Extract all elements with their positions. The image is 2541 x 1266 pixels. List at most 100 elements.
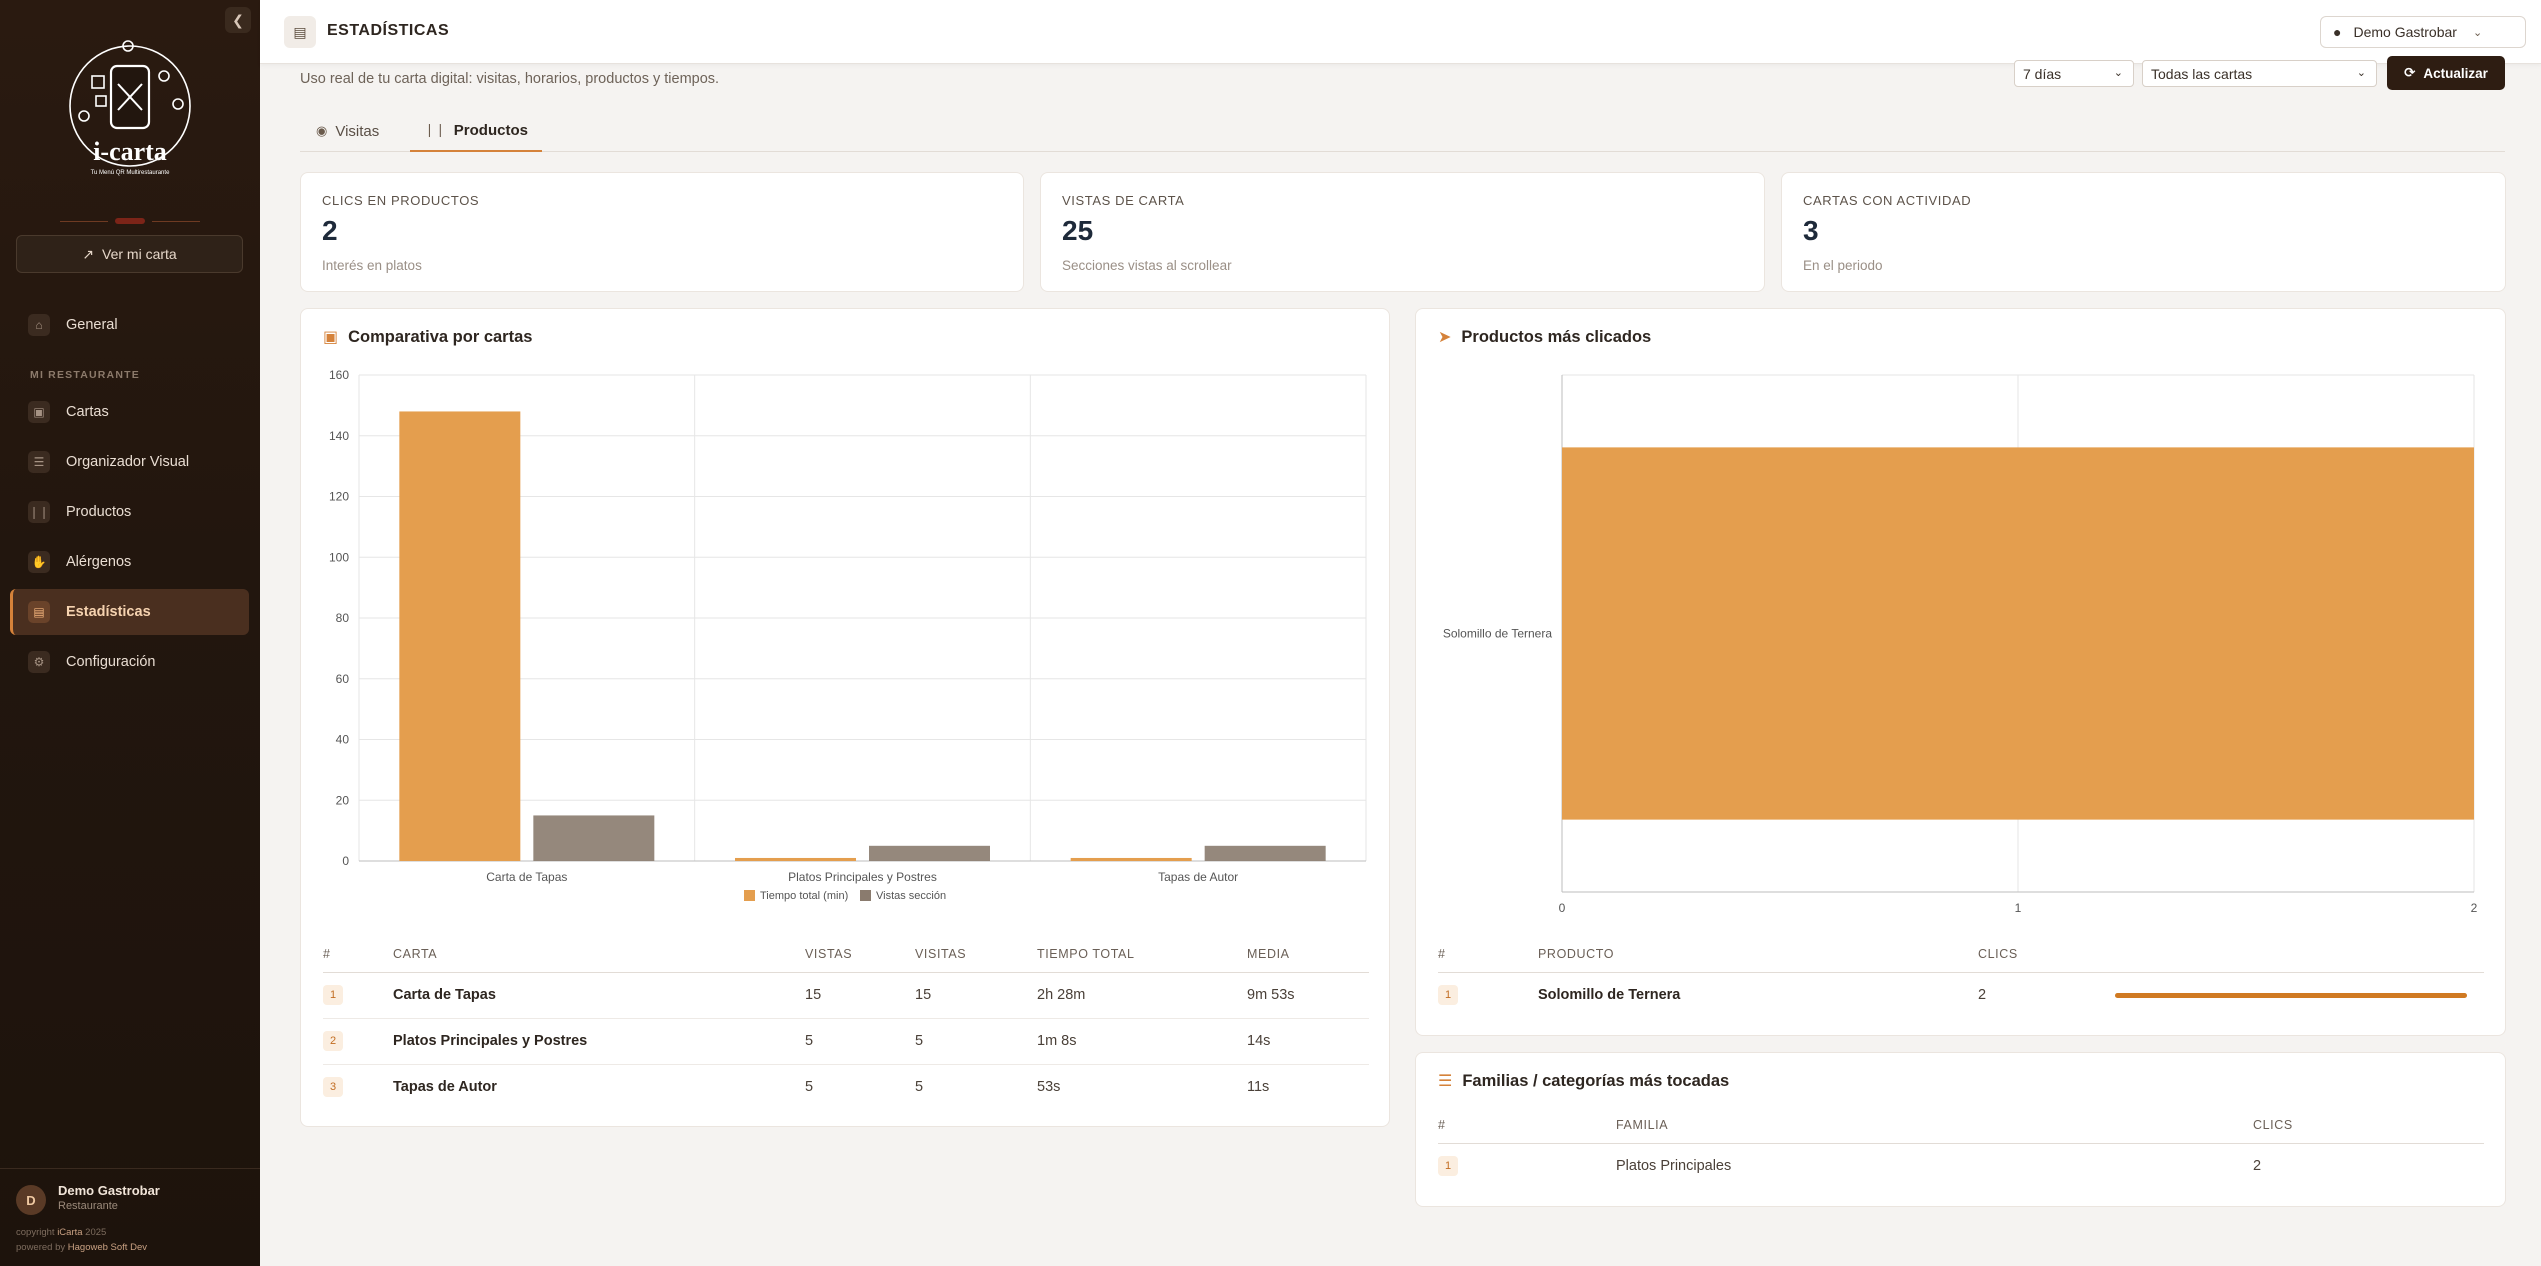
rank-badge: 1 (323, 985, 343, 1005)
y-tick-label: 100 (329, 550, 349, 564)
refresh-icon: ⟳ (2404, 65, 2416, 80)
sidebar-item-label: Configuración (66, 654, 156, 670)
comparativa-table: # CARTA VISTAS VISITAS TIEMPO TOTAL MEDI… (323, 936, 1369, 1110)
column-header: PRODUCTO (1538, 936, 1978, 973)
visitas-cell: 5 (915, 1018, 1037, 1065)
sidebar-item-configuracion[interactable]: ⚙ Configuración (10, 639, 249, 685)
column-header: FAMILIA (1616, 1107, 2253, 1144)
tab-label: Productos (453, 121, 528, 139)
clics-cell: 2 (2253, 1158, 2262, 1175)
user-menu-dropdown[interactable]: ● Demo Gastrobar ⌄ (2320, 16, 2526, 48)
y-tick-label: 40 (336, 733, 350, 747)
view-menu-button[interactable]: ↗ Ver mi carta (16, 235, 243, 273)
page-subtitle: Uso real de tu carta digital: visitas, h… (300, 71, 720, 87)
layers-icon: ☰ (1438, 1073, 1453, 1090)
svg-text:i-carta: i-carta (93, 137, 167, 166)
bar-vistas (533, 815, 655, 861)
media-cell: 9m 53s (1247, 972, 1369, 1019)
bar-tiempo (1070, 857, 1192, 861)
tab-label: Visitas (335, 122, 380, 140)
logo-divider (60, 218, 200, 224)
carta-select[interactable]: Todas las cartas ⌄ (2142, 60, 2377, 87)
column-header: CLICS (1978, 936, 2115, 973)
progress-track (2115, 992, 2467, 998)
utensils-icon: ❘❘ (28, 501, 50, 523)
x-tick-label: Tapas de Autor (1158, 870, 1238, 884)
column-header: # (1438, 936, 1538, 973)
bar-tiempo (399, 411, 521, 861)
bar-producto (1562, 447, 2474, 820)
collapse-sidebar-button[interactable]: ❮ (225, 7, 251, 33)
column-header: CARTA (393, 936, 805, 973)
vistas-cell: 15 (805, 972, 915, 1019)
stat-card-vistas: VISTAS DE CARTA 25 Secciones vistas al s… (1040, 172, 1765, 292)
sidebar-item-organizador-visual[interactable]: ☰ Organizador Visual (10, 439, 249, 485)
book-open-icon: ▣ (323, 329, 339, 346)
bar-vistas (1204, 845, 1326, 861)
stat-card-cartas: CARTAS CON ACTIVIDAD 3 En el periodo (1781, 172, 2506, 292)
media-cell: 11s (1247, 1079, 1270, 1096)
powered-by-link[interactable]: Hagoweb Soft Dev (67, 1242, 147, 1253)
user-name: Demo Gastrobar (58, 1183, 160, 1198)
table-header-row: # CARTA VISTAS VISITAS TIEMPO TOTAL MEDI… (323, 936, 1369, 973)
refresh-label: Actualizar (2423, 65, 2488, 81)
user-role: Restaurante (58, 1200, 118, 1212)
tab-productos[interactable]: ❘❘ Productos (410, 110, 542, 152)
rank-badge: 1 (1438, 985, 1458, 1006)
stat-card-clics: CLICS EN PRODUCTOS 2 Interés en platos (300, 172, 1024, 292)
familias-table: # FAMILIA CLICS 1 Platos Principales 2 (1438, 1107, 2484, 1189)
y-tick-label: 60 (336, 672, 350, 686)
chevron-left-icon: ❮ (232, 11, 244, 28)
column-header: VISITAS (915, 936, 1037, 973)
tab-visitas[interactable]: ◉ Visitas (302, 110, 393, 152)
x-tick-label: 2 (2471, 901, 2478, 915)
stat-label: CLICS EN PRODUCTOS (322, 193, 480, 208)
x-tick-label: Carta de Tapas (486, 870, 567, 884)
stat-hint: Interés en platos (322, 258, 422, 273)
sidebar-item-alergenos[interactable]: ✋ Alérgenos (10, 539, 249, 585)
column-header: MEDIA (1247, 936, 1369, 973)
home-icon: ⌂ (28, 314, 50, 336)
rank-badge: 2 (323, 1031, 343, 1051)
vistas-cell: 5 (805, 1018, 915, 1065)
y-tick-label: 140 (329, 429, 349, 443)
sidebar-item-general[interactable]: ⌂ General (10, 302, 249, 348)
sidebar-footer: D Demo Gastrobar Restaurante copyright i… (0, 1168, 260, 1253)
sidebar-item-productos[interactable]: ❘❘ Productos (10, 489, 249, 535)
rank-badge: 3 (323, 1077, 343, 1098)
x-tick-label: 0 (1559, 901, 1566, 915)
sidebar-item-label: Cartas (66, 404, 109, 420)
sidebar-item-estadisticas[interactable]: ▤ Estadísticas (10, 589, 249, 635)
column-header: VISTAS (805, 936, 915, 973)
sidebar-item-label: General (66, 317, 118, 333)
pointer-icon: ➤ (1438, 329, 1452, 346)
stat-hint: Secciones vistas al scrollear (1062, 258, 1232, 273)
table-row: 1 Carta de Tapas 15 15 2h 28m 9m 53s (323, 972, 1369, 1019)
column-header: TIEMPO TOTAL (1037, 936, 1247, 973)
avatar[interactable]: D (16, 1185, 46, 1215)
stat-value: 25 (1062, 215, 1094, 246)
column-header: # (1438, 1107, 1616, 1144)
carta-select-value: Todas las cartas (2151, 65, 2253, 82)
comparativa-card: ▣ Comparativa por cartas 0 20 40 60 80 100 120… (300, 308, 1390, 1127)
utensils-icon: ❘❘ (424, 122, 446, 137)
x-tick-label: Platos Principales y Postres (788, 870, 937, 884)
comparativa-title: ▣ Comparativa por cartas (323, 327, 533, 347)
productos-table: # PRODUCTO CLICS 1 Solomillo de Ternera … (1438, 936, 2484, 1018)
i-carta-logo[interactable]: i-carta Tu Menú QR Multirestaurante (56, 40, 204, 186)
table-row: 2 Platos Principales y Postres 5 5 1m 8s… (323, 1018, 1369, 1065)
table-row: 1 Platos Principales 2 (1438, 1143, 2484, 1189)
period-select[interactable]: 7 días ⌄ (2014, 60, 2134, 87)
carta-name: Platos Principales y Postres (393, 1018, 805, 1065)
familia-name: Platos Principales (1616, 1158, 1732, 1175)
productos-chart: 0 1 2 Solomillo de Ternera (1443, 374, 2478, 915)
refresh-button[interactable]: ⟳ Actualizar (2387, 56, 2505, 90)
y-tick-label: 160 (329, 368, 349, 382)
user-icon: ● (2333, 24, 2342, 40)
media-cell: 14s (1247, 1018, 1369, 1065)
carta-name: Carta de Tapas (393, 972, 805, 1019)
familias-card: ☰ Familias / categorías más tocadas # FA… (1415, 1052, 2506, 1207)
sidebar-item-label: Alérgenos (66, 554, 132, 570)
sidebar-item-cartas[interactable]: ▣ Cartas (10, 389, 249, 435)
page-title: ESTADÍSTICAS (327, 22, 450, 39)
